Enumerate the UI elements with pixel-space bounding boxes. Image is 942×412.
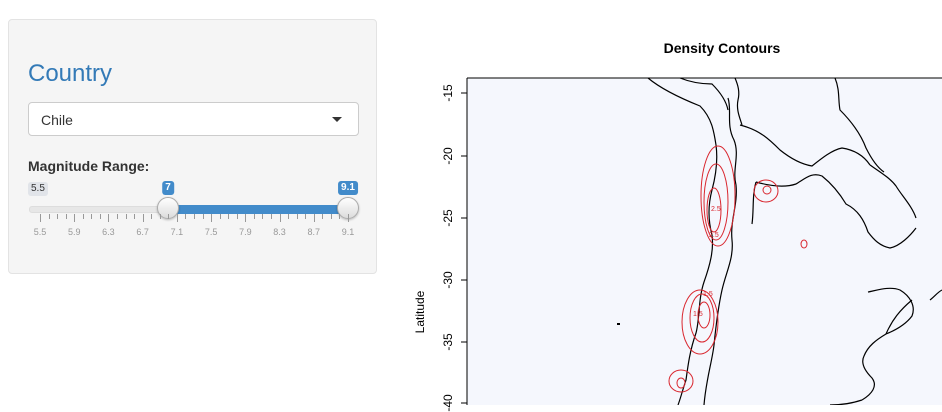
- country-heading: Country: [28, 60, 113, 87]
- data-point: [617, 323, 620, 325]
- country-select-value: Chile: [41, 112, 73, 128]
- country-borders: [647, 77, 942, 405]
- slider-tick-label: 5.5: [33, 227, 47, 237]
- slider-minor-tick: [168, 214, 170, 219]
- contour-label: 2.5: [709, 232, 719, 239]
- contour-label: 1.5: [693, 311, 703, 318]
- slider-minor-tick: [296, 214, 298, 219]
- slider-minor-tick: [65, 214, 67, 219]
- y-tick-label: -40: [441, 394, 455, 412]
- slider-minor-tick: [48, 214, 50, 219]
- slider-minor-tick: [142, 214, 144, 222]
- slider-tick-label: 7.9: [239, 227, 252, 237]
- contour-label: 2.5: [711, 206, 721, 213]
- plot-title: Density Contours: [663, 40, 781, 56]
- slider-minor-tick: [151, 214, 153, 219]
- contour-argentina-outer: [753, 179, 779, 203]
- contour-label: 1.5: [703, 291, 713, 298]
- slider-range-fill: [168, 205, 348, 214]
- slider-from-handle[interactable]: [157, 197, 179, 219]
- slider-minor-tick: [185, 214, 187, 219]
- slider-minor-tick: [74, 214, 76, 222]
- contour-north-outer: [700, 145, 736, 247]
- slider-to-label: 9.1: [338, 181, 358, 195]
- y-tick-label: -25: [441, 209, 455, 227]
- slider-minor-tick: [91, 214, 93, 219]
- slider-minor-tick: [245, 214, 247, 222]
- sidebar-panel: Country Chile Magnitude Range: 5.5 7 9.1…: [8, 19, 377, 274]
- contour-north-mid: [703, 163, 729, 241]
- slider-minor-tick: [322, 214, 324, 219]
- contour-argentina-small: [800, 239, 808, 249]
- y-tick-label: -30: [441, 271, 455, 289]
- country-select[interactable]: Chile: [28, 102, 359, 136]
- slider-tick-label: 6.3: [102, 227, 115, 237]
- slider-minor-tick: [253, 214, 255, 219]
- slider-minor-tick: [40, 214, 41, 222]
- slider-minor-tick: [57, 214, 59, 219]
- slider-minor-tick: [125, 214, 127, 219]
- slider-minor-tick: [228, 214, 230, 219]
- slider-minor-tick: [236, 214, 238, 219]
- slider-minor-tick: [202, 214, 204, 219]
- slider-minor-tick: [330, 214, 332, 219]
- slider-from-label: 7: [162, 181, 174, 195]
- slider-minor-tick: [108, 214, 110, 222]
- contour-south-outer: [668, 369, 694, 393]
- slider-minor-tick: [305, 214, 307, 219]
- slider-tick-label: 8.7: [307, 227, 321, 237]
- y-axis-tick-marks: [461, 92, 467, 404]
- slider-minor-tick: [99, 214, 101, 219]
- slider-minor-tick: [134, 214, 136, 219]
- chevron-down-icon: [332, 117, 342, 122]
- y-axis-label: Latitude: [413, 290, 427, 334]
- slider-tick-label: 8.3: [273, 227, 286, 237]
- contour-argentina-inner: [762, 185, 772, 195]
- slider-tick-label: 7.1: [170, 227, 184, 237]
- slider-tick-label: 9.1: [341, 227, 355, 237]
- slider-minor-tick: [271, 214, 272, 219]
- slider-minor-tick: [82, 214, 84, 219]
- contour-south-inner: [676, 377, 686, 389]
- slider-tick-label: 7.5: [204, 227, 218, 237]
- contour-north-inner: [706, 187, 722, 233]
- contour-central-inner: [697, 301, 711, 329]
- slider-minor-tick: [219, 214, 221, 219]
- map-background: [467, 78, 942, 405]
- slider-minor-tick: [211, 214, 213, 222]
- slider-minor-tick: [348, 214, 349, 222]
- slider-minor-tick: [176, 214, 178, 222]
- y-tick-label: -20: [441, 147, 455, 165]
- magnitude-range-label: Magnitude Range:: [28, 158, 150, 174]
- slider-minor-tick: [288, 214, 290, 219]
- y-tick-label: -35: [441, 333, 455, 351]
- slider-tick-label: 6.7: [136, 227, 149, 237]
- slider-minor-tick: [339, 214, 341, 219]
- slider-minor-tick: [313, 214, 315, 222]
- contour-central-outer: [681, 289, 719, 355]
- slider-minor-tick: [194, 214, 195, 219]
- density-contours: [668, 145, 808, 393]
- slider-minor-tick: [279, 214, 281, 222]
- contour-central-mid: [689, 293, 715, 343]
- slider-minor-tick: [159, 214, 161, 219]
- slider-minor-tick: [117, 214, 118, 219]
- slider-min-label: 5.5: [28, 182, 48, 196]
- slider-tick-label: 5.9: [67, 227, 81, 237]
- y-tick-label: -15: [441, 84, 455, 102]
- slider-minor-tick: [262, 214, 264, 219]
